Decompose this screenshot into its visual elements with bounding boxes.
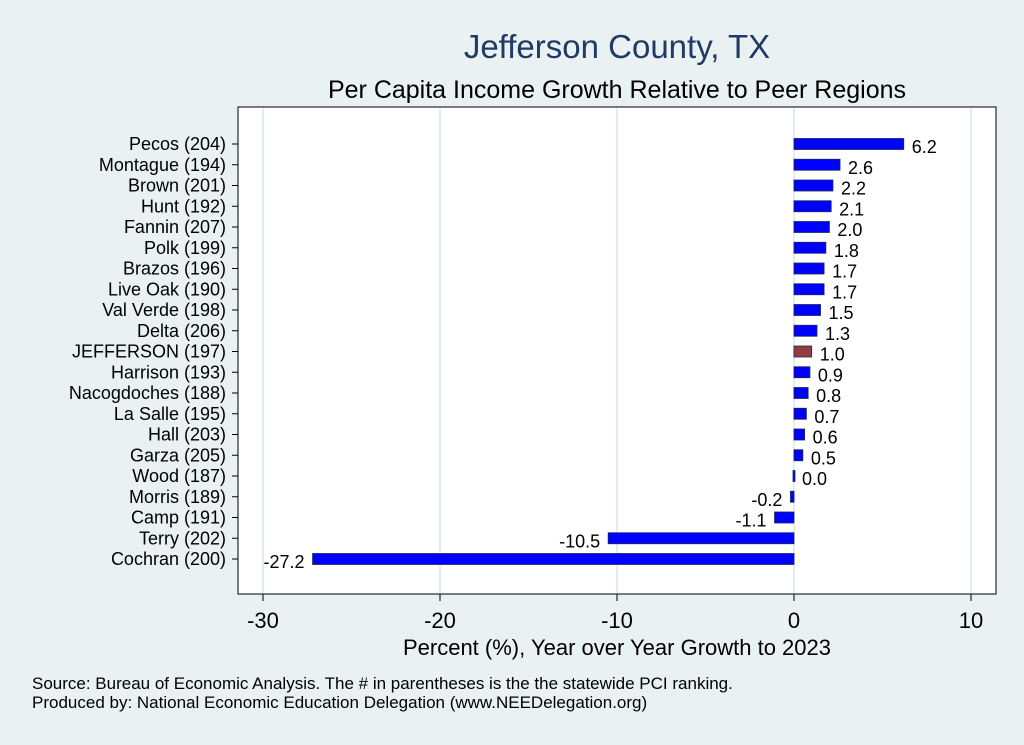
bar-12 [793,387,809,399]
category-label-7: Live Oak (190) [108,279,226,299]
bar-17 [790,490,795,503]
data-label-2: 2.2 [841,179,866,199]
x-axis: -30 -20 -10 0 10 [247,594,983,633]
bar-20 [312,553,795,565]
data-label-9: 1.3 [825,324,850,344]
category-label-1: Montague (194) [99,155,226,175]
category-label-10: JEFFERSON (197) [72,342,226,362]
data-label-6: 1.7 [832,262,857,282]
data-label-5: 1.8 [834,241,859,261]
bar-0 [793,138,905,150]
category-label-6: Brazos (196) [123,259,226,279]
bar-16 [792,470,796,482]
x-tick-label-1: -20 [424,608,456,633]
category-label-16: Wood (187) [132,466,226,486]
data-label-16: 0.0 [802,469,827,489]
data-label-0: 6.2 [912,137,937,157]
bar-10 [793,345,813,358]
bar-2 [793,179,834,192]
x-axis-label: Percent (%), Year over Year Growth to 20… [403,635,831,660]
chart-subtitle: Per Capita Income Growth Relative to Pee… [328,76,906,104]
bar-19 [607,532,795,545]
data-label-12: 0.8 [816,386,841,406]
data-label-8: 1.5 [829,303,854,323]
category-label-19: Terry (202) [139,528,226,548]
category-label-8: Val Verde (198) [102,300,226,320]
produced-by-note: Produced by: National Economic Education… [32,693,647,712]
data-label-19: -10.5 [559,531,600,551]
bar-7 [793,283,825,296]
x-tick-label-2: -10 [601,608,633,633]
bar-11 [793,366,811,379]
category-label-13: La Salle (195) [114,404,226,424]
data-label-15: 0.5 [811,448,836,468]
data-label-3: 2.1 [839,199,864,219]
bar-14 [793,428,806,441]
x-tick-label-3: 0 [788,608,800,633]
data-label-18: -1.1 [735,511,766,531]
bar-3 [793,200,832,213]
bar-8 [793,304,821,316]
category-label-2: Brown (201) [128,176,226,196]
category-label-18: Camp (191) [131,508,226,528]
data-labels: 6.22.62.22.12.01.81.71.71.51.31.00.90.80… [264,137,937,572]
data-label-20: -27.2 [264,552,305,572]
bar-5 [793,241,827,254]
bars [312,138,905,565]
x-tick-label-0: -30 [247,608,279,633]
bar-6 [793,262,825,275]
data-label-7: 1.7 [832,282,857,302]
bar-15 [793,449,804,462]
category-label-3: Hunt (192) [141,196,226,216]
category-label-15: Garza (205) [130,445,226,465]
data-label-1: 2.6 [848,158,873,178]
bar-13 [793,407,807,420]
data-label-14: 0.6 [813,428,838,448]
bar-18 [774,511,795,524]
chart-title: Jefferson County, TX [464,28,770,65]
category-label-5: Polk (199) [144,238,226,258]
grid-lines [262,108,972,593]
category-label-11: Harrison (193) [111,362,226,382]
data-label-10: 1.0 [820,345,845,365]
category-label-17: Morris (189) [129,487,226,507]
category-label-14: Hall (203) [148,425,226,445]
category-label-20: Cochran (200) [111,549,226,569]
category-label-12: Nacogdoches (188) [69,383,226,403]
data-label-4: 2.0 [837,220,862,240]
data-label-11: 0.9 [818,365,843,385]
source-note: Source: Bureau of Economic Analysis. The… [32,674,733,693]
x-tick-label-4: 10 [959,608,983,633]
category-labels: Pecos (204)Montague (194)Brown (201)Hunt… [69,134,238,569]
bar-1 [793,158,841,171]
bar-4 [793,221,830,233]
category-label-4: Fannin (207) [124,217,226,237]
bar-9 [793,324,818,337]
category-label-9: Delta (206) [137,321,226,341]
data-label-17: -0.2 [751,490,782,510]
data-label-13: 0.7 [814,407,839,427]
category-label-0: Pecos (204) [129,134,226,154]
